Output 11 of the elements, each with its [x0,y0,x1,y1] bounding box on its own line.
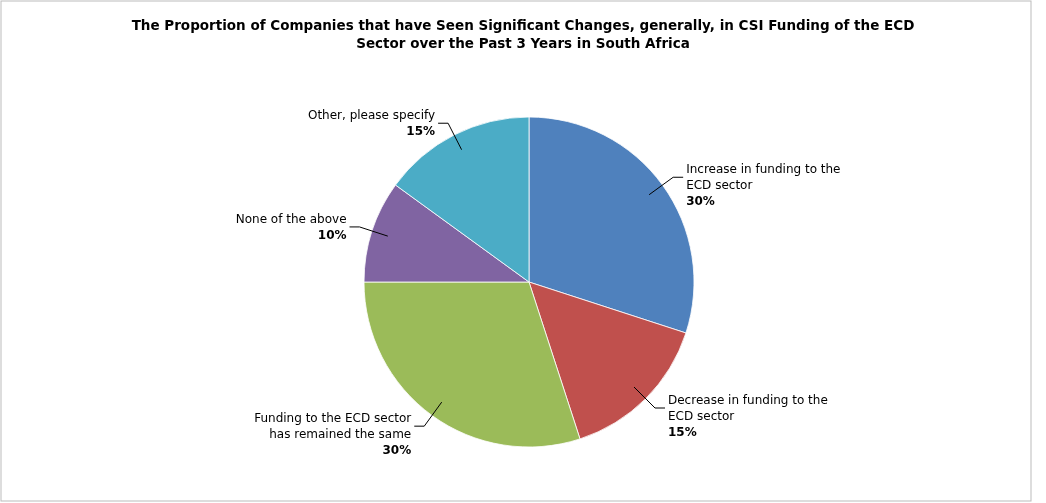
slice-label: Other, please specify [307,108,436,123]
slice-label: Decrease in funding to the ECD sector [668,393,828,424]
chart-title: The Proportion of Companies that have Seen Significant Changes, generally, in CSI Funding of the ECD Sector over the Past 3 Years in South Africa [131,17,915,51]
slice-label: None of the above [235,211,347,226]
data-label: 30% [382,443,412,458]
data-label: 15% [406,124,436,139]
data-label: 10% [317,227,347,242]
data-label: 15% [668,425,697,440]
slice-label: Increase in funding to the ECD sector [686,162,841,193]
data-label: 30% [686,194,715,209]
slice-label: Funding to the ECD sector has remained the same [254,411,412,442]
